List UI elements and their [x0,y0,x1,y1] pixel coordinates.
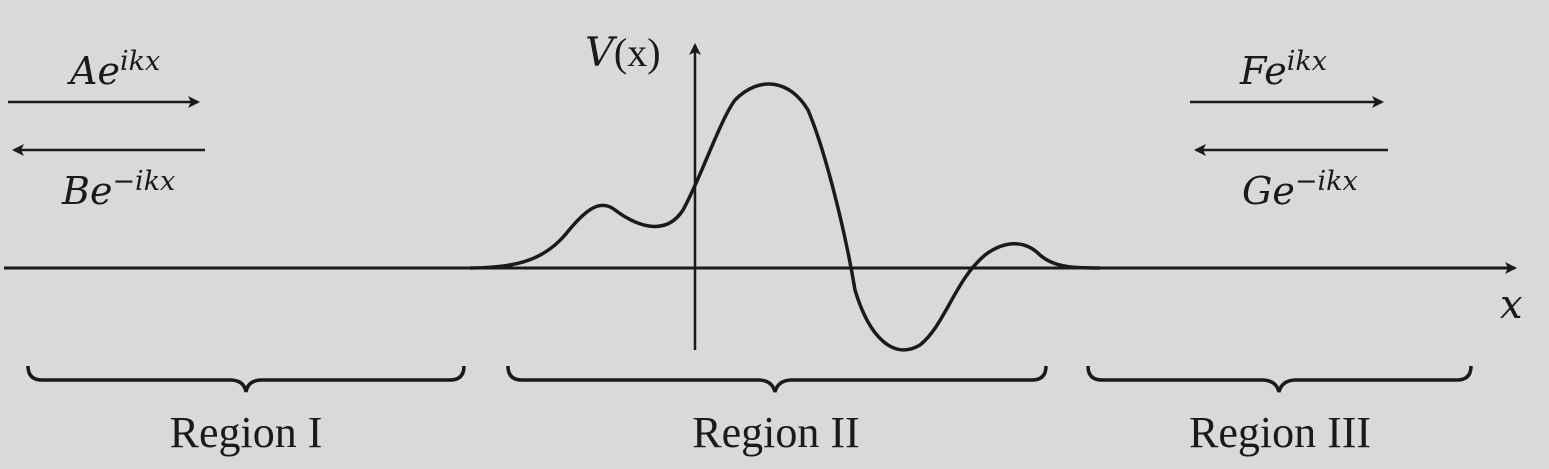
region-2-label: Region II [692,408,859,457]
v-axis-label: V(x) [585,30,661,76]
region-2-brace [506,365,1048,393]
incident-label: Aeikx [67,46,160,93]
reflected-label: Be−ikx [61,166,175,213]
potential-curve [469,82,1101,352]
incoming-right-label: Ge−ikx [1242,166,1358,213]
region-3-label: Region III [1189,408,1371,457]
x-axis-label: x [1500,282,1523,328]
region-3-brace [1086,365,1473,393]
region-1-brace [26,365,466,393]
region-1-label: Region I [170,408,323,457]
transmitted-label: Feikx [1239,46,1327,93]
